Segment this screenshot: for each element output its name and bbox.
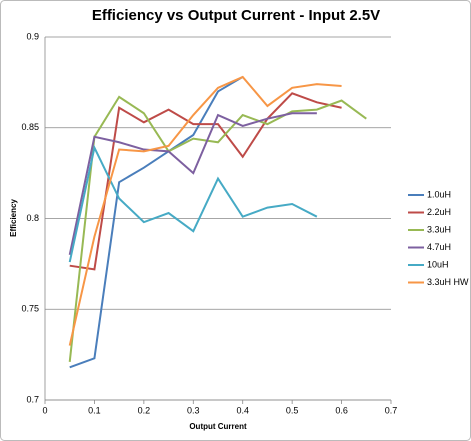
x-tick-label: 0.5 bbox=[286, 405, 299, 415]
x-tick-label: 0 bbox=[42, 405, 47, 415]
legend-label: 2.2uH bbox=[427, 207, 451, 217]
legend-label: 4.7uH bbox=[427, 242, 451, 252]
y-tick-label: 0.7 bbox=[26, 394, 39, 404]
chart-title: Efficiency vs Output Current - Input 2.5… bbox=[92, 7, 380, 24]
series-line bbox=[68, 75, 342, 346]
series-line bbox=[69, 92, 342, 271]
x-tick-label: 0.3 bbox=[187, 405, 200, 415]
x-tick-label: 0.7 bbox=[385, 405, 398, 415]
series-line bbox=[68, 112, 317, 256]
y-axis-title: Efficiency bbox=[9, 199, 18, 237]
series-line bbox=[69, 76, 244, 369]
legend-label: 1.0uH bbox=[427, 189, 451, 199]
y-tick-label: 0.8 bbox=[26, 213, 39, 223]
x-tick-label: 0.6 bbox=[335, 405, 348, 415]
x-tick-label: 0.2 bbox=[138, 405, 151, 415]
legend-label: 3.3uH HW bbox=[427, 277, 469, 287]
y-tick-label: 0.85 bbox=[21, 122, 39, 132]
x-tick-label: 0.1 bbox=[88, 405, 101, 415]
series-line bbox=[68, 95, 367, 362]
y-tick-label: 0.9 bbox=[26, 31, 39, 41]
legend-label: 3.3uH bbox=[427, 224, 451, 234]
y-tick-label: 0.75 bbox=[21, 304, 39, 314]
x-tick-label: 0.4 bbox=[236, 405, 249, 415]
x-axis-title: Output Current bbox=[189, 422, 247, 431]
legend-label: 10uH bbox=[427, 259, 449, 269]
